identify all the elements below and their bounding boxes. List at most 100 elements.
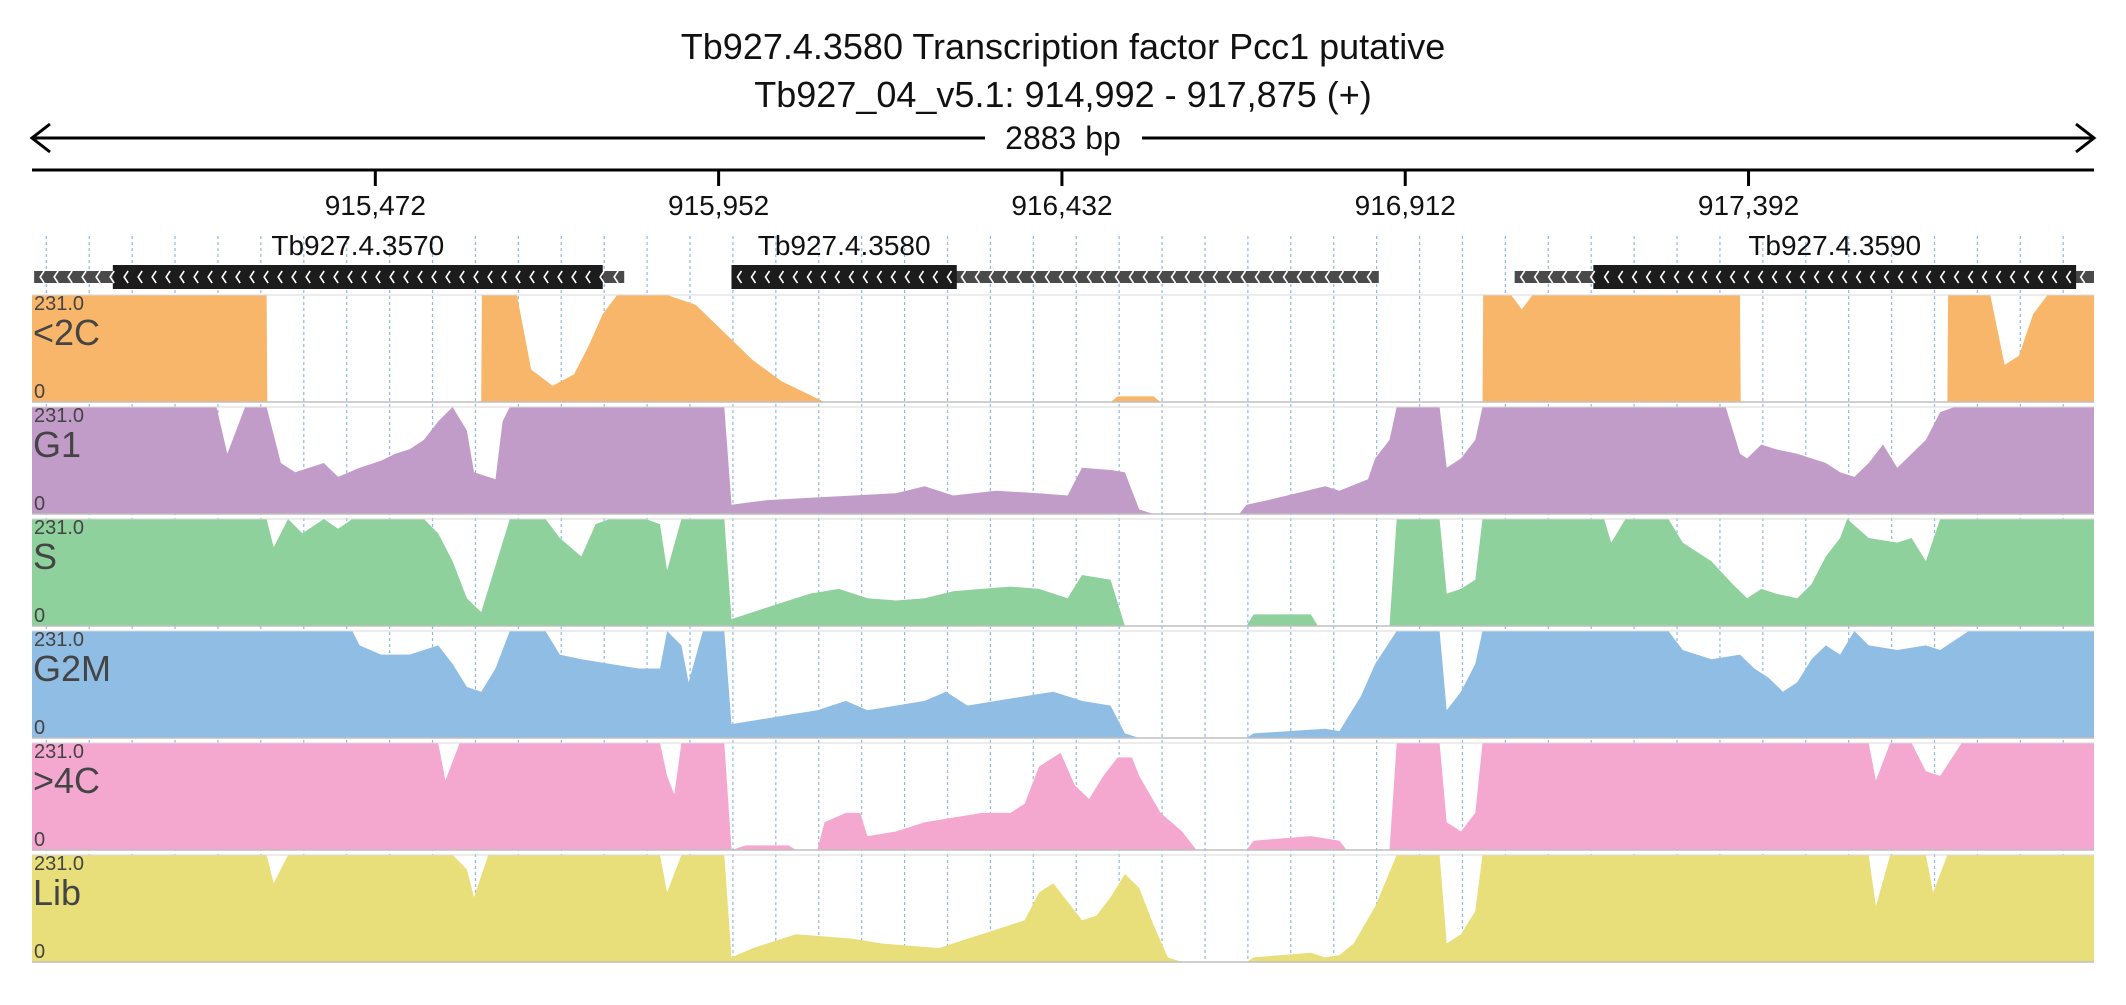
chevron-left-icon [599,270,605,284]
chevron-left-icon [1785,270,1792,284]
chevron-left-icon [1897,270,1904,284]
chevron-left-icon [403,270,409,284]
chevron-left-icon [207,270,213,284]
chevron-left-icon [67,270,73,284]
chevron-left-icon [1310,270,1317,284]
chevron-left-icon [1212,270,1219,284]
coverage-area [32,295,2094,402]
chevron-left-icon [946,270,953,284]
chevron-left-icon [1030,270,1037,284]
chevron-left-icon [165,270,171,284]
chevron-left-icon [1981,270,1988,284]
chevron-left-icon [1729,270,1736,284]
chevron-left-icon [1519,270,1526,284]
chevron-left-icon [1673,270,1680,284]
chevron-left-icon [904,270,911,284]
chevron-left-icon [1352,270,1359,284]
chevron-left-icon [1296,270,1303,284]
chevron-left-icon [1687,270,1694,284]
chevron-left-icon [1827,270,1834,284]
chevron-left-icon [862,270,869,284]
chevron-left-icon [249,270,255,284]
chevron-left-icon [1617,270,1624,284]
chevron-left-icon [2065,270,2072,284]
chevron-left-icon [1128,270,1135,284]
chevron-left-icon [750,270,757,284]
chevron-left-icon [1268,270,1275,284]
chevron-left-icon [1855,270,1862,284]
chevron-left-icon [806,270,813,284]
chevron-left-icon [1953,270,1960,284]
chevron-left-icon [1631,270,1638,284]
chevron-left-icon [1366,270,1373,284]
chevron-left-icon [1561,270,1568,284]
chevron-left-icon [179,270,185,284]
chevron-left-icon [2079,270,2086,284]
axis-tick-label: 915,952 [668,190,769,221]
track-min-label: 0 [34,605,45,627]
chevron-left-icon [1575,270,1582,284]
chevron-left-icon [2023,270,2030,284]
chevron-left-icon [1016,270,1023,284]
chart-title: Tb927.4.3580 Transcription factor Pcc1 p… [681,26,1445,67]
coverage-area [32,855,2094,962]
track-name: >4C [33,760,100,801]
chevron-left-icon [988,270,995,284]
coverage-area [32,407,2094,514]
chevron-left-icon [778,270,785,284]
chevron-left-icon [445,270,451,284]
track-name: S [33,536,57,577]
coverage-area [32,743,2094,850]
chevron-left-icon [333,270,339,284]
chevron-left-icon [1813,270,1820,284]
chevron-left-icon [95,270,101,284]
chevron-left-icon [137,270,143,284]
chevron-left-icon [347,270,353,284]
chevron-left-icon [1869,270,1876,284]
chevron-left-icon [123,270,129,284]
chevron-left-icon [221,270,227,284]
chevron-left-icon [1757,270,1764,284]
track-min-label: 0 [34,941,45,963]
chevron-left-icon [1114,270,1121,284]
track-max-label: 231.0 [34,629,84,651]
chevron-left-icon [361,270,367,284]
chevron-left-icon [1240,270,1247,284]
chevron-left-icon [1603,270,1610,284]
chevron-left-icon [459,270,465,284]
gene-cds [1593,265,2077,289]
chevron-left-icon [1659,270,1666,284]
axis-tick-label: 917,392 [1698,190,1799,221]
arrow-left-icon [29,122,51,154]
track-min-label: 0 [34,493,45,515]
chevron-left-icon [1002,270,1009,284]
chevron-left-icon [319,270,325,284]
chevron-left-icon [557,270,563,284]
chevron-left-icon [1184,270,1191,284]
chevron-left-icon [501,270,507,284]
chevron-left-icon [1533,270,1540,284]
chevron-left-icon [890,270,897,284]
axis-tick-label: 916,432 [1011,190,1112,221]
track-min-label: 0 [34,381,45,403]
chevron-left-icon [389,270,395,284]
gene-label: Tb927.4.3590 [1748,230,1921,261]
chevron-left-icon [291,270,297,284]
track-max-label: 231.0 [34,405,84,427]
chevron-left-icon [736,270,743,284]
chevron-left-icon [109,270,115,284]
chevron-left-icon [305,270,311,284]
gene-track: Tb927.4.3570 Tb927.4.3580 Tb927.4.3590 [34,230,2094,289]
chevron-left-icon [1841,270,1848,284]
track-name: Lib [33,872,81,913]
chevron-left-icon [151,270,157,284]
track-max-label: 231.0 [34,853,84,875]
span-label: 2883 bp [1005,120,1121,156]
track-name: G1 [33,424,81,465]
chevron-left-icon [1939,270,1946,284]
chevron-left-icon [2009,270,2016,284]
chevron-left-icon [193,270,199,284]
chevron-left-icon [1100,270,1107,284]
chevron-left-icon [81,270,87,284]
chevron-left-icon [918,270,925,284]
